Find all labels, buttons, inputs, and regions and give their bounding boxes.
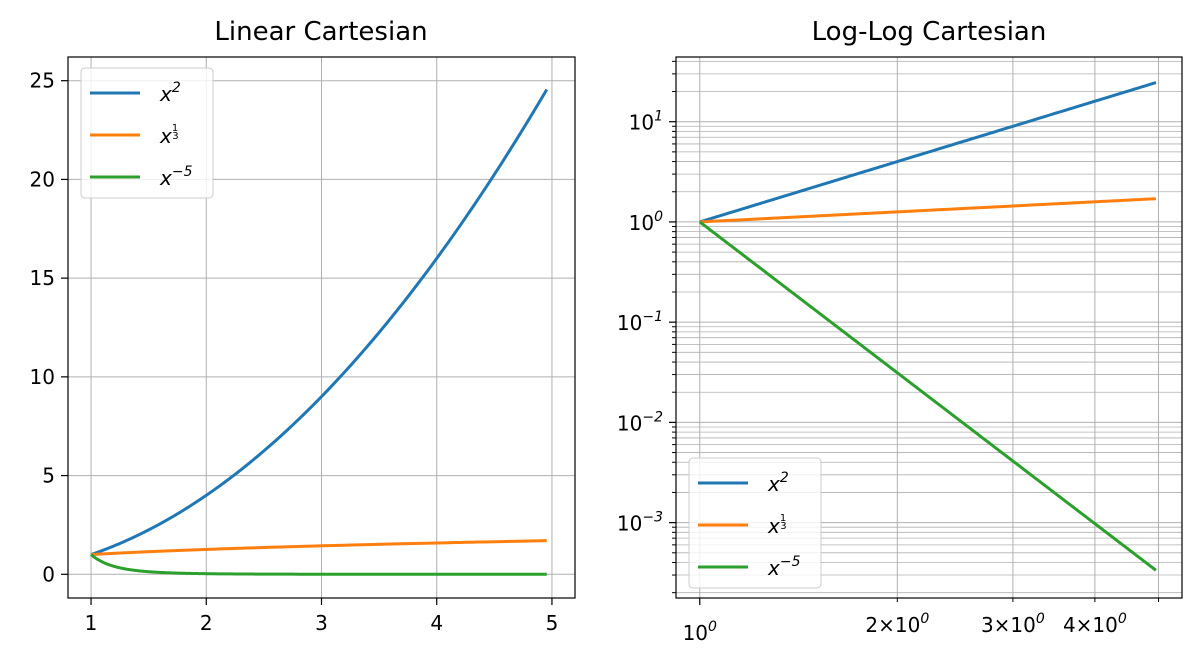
series-line-0: [699, 81, 1157, 224]
y-tick-label-2: 10−1: [617, 309, 663, 335]
legend-label-2: x−5: [159, 164, 193, 190]
legend-label-1: x1 3: [767, 513, 787, 538]
x-tick-label-2: 3×100: [981, 611, 1045, 637]
legend-box: [688, 457, 822, 589]
legend-label-0: x2: [159, 80, 181, 106]
x-tick-label-0: 100: [683, 619, 717, 645]
y-tick-label-0: 10−3: [617, 510, 663, 536]
legend-label-0: x2: [767, 470, 789, 496]
x-tick-label-3: 4×100: [1063, 611, 1127, 637]
legend-label-1: x1 3: [159, 123, 179, 148]
x-tick-label-0: 1: [85, 611, 98, 635]
legend-box: [80, 67, 214, 199]
series-line-1: [699, 197, 1156, 224]
y-tick-label-1: 10−2: [617, 409, 663, 435]
left-chart-title: Linear Cartesian: [214, 17, 427, 47]
y-tick-label-3: 100: [629, 209, 663, 235]
legend-label-2: x−5: [767, 554, 801, 580]
left-plot-area: 1 2 3 4 5 0 5 10 15 20 25 x2 x1 3 x−5: [30, 56, 576, 635]
x-tick-label-4: 5: [546, 611, 559, 635]
series-line-2: [90, 553, 547, 576]
x-tick-label-2: 3: [315, 611, 328, 635]
right-chart-title: Log-Log Cartesian: [812, 17, 1047, 47]
right-plot-area: 10−3 10−2 10−1 100 101 100 2×100 3×100 4×100 x2 x1…: [617, 56, 1183, 645]
y-tick-label-2: 10: [30, 365, 55, 389]
series-line-2: [698, 220, 1157, 572]
y-tick-label-3: 15: [30, 266, 55, 290]
x-tick-label-1: 2: [200, 611, 213, 635]
series-line-1: [90, 539, 547, 557]
axes-frame: [67, 56, 576, 599]
x-tick-label-3: 4: [430, 611, 443, 635]
y-tick-label-1: 5: [42, 464, 55, 488]
x-tick-label-1: 2×100: [865, 611, 929, 637]
y-tick-label-4: 101: [629, 109, 663, 135]
series-line-0: [90, 88, 549, 556]
y-tick-label-0: 0: [42, 562, 55, 586]
axes-frame: [675, 56, 1183, 599]
y-tick-label-4: 20: [30, 167, 55, 191]
y-tick-label-5: 25: [30, 69, 55, 93]
